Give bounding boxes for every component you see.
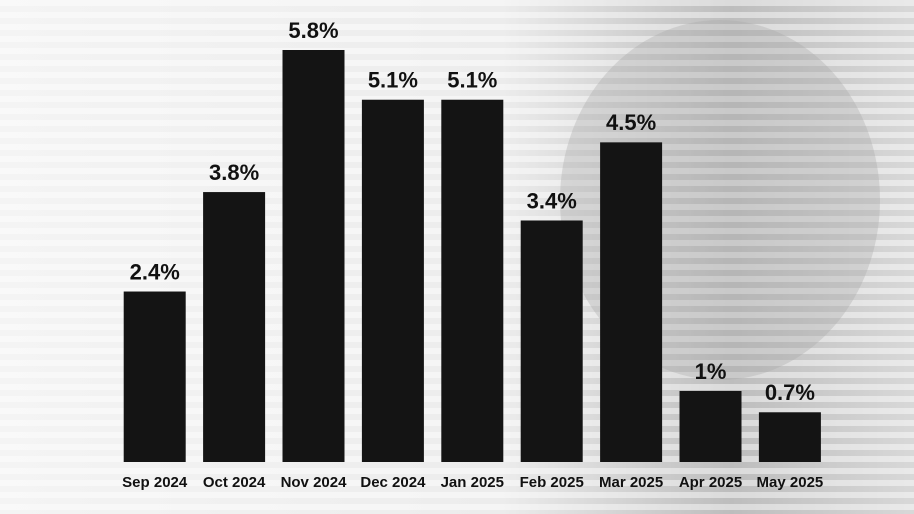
bar (520, 220, 583, 462)
bar (758, 412, 821, 462)
x-tick-label: Mar 2025 (599, 474, 663, 491)
x-tick-label: May 2025 (757, 474, 824, 491)
bar (203, 192, 266, 462)
bar (361, 99, 424, 463)
value-label: 0.7% (765, 380, 815, 405)
value-label: 4.5% (606, 110, 656, 135)
value-label: 1% (695, 359, 727, 384)
bar (441, 99, 504, 463)
x-tick-label: Jan 2025 (441, 474, 504, 491)
value-label: 2.4% (130, 259, 180, 284)
bar (123, 291, 186, 462)
value-label: 5.1% (447, 68, 497, 93)
x-tick-label: Dec 2024 (360, 474, 426, 491)
bar (600, 142, 663, 462)
value-label: 5.1% (368, 68, 418, 93)
x-tick-label: Apr 2025 (679, 474, 742, 491)
value-label: 3.4% (527, 188, 577, 213)
x-tick-label: Feb 2025 (520, 474, 584, 491)
x-tick-label: Sep 2024 (122, 474, 188, 491)
x-tick-label: Oct 2024 (203, 474, 266, 491)
bar (679, 390, 742, 462)
bar (282, 50, 345, 462)
value-label: 3.8% (209, 160, 259, 185)
value-label: 5.8% (288, 18, 338, 43)
x-tick-label: Nov 2024 (281, 474, 348, 491)
